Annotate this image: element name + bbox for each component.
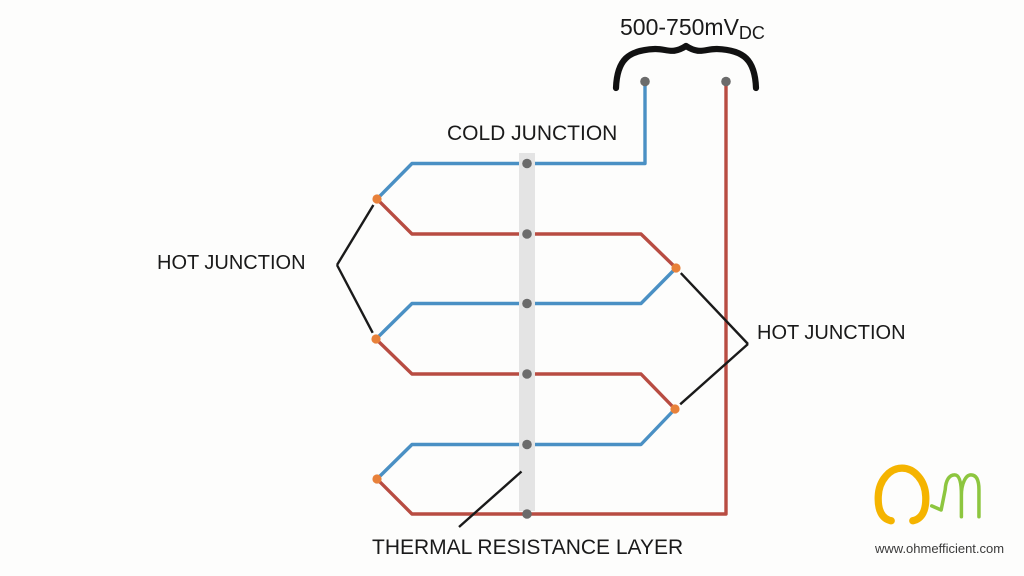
svg-text:www.ohmefficient.com: www.ohmefficient.com <box>874 541 1004 556</box>
